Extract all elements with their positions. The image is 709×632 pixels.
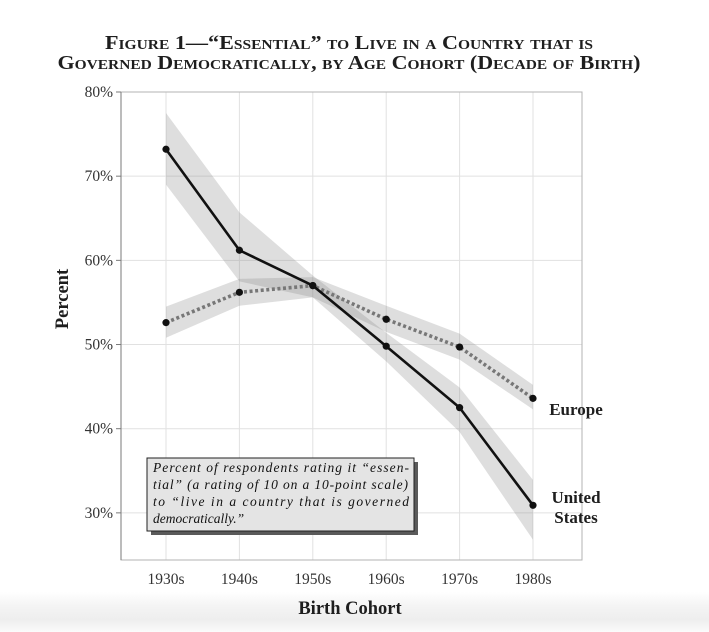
annotation-box: Percent of respondents rating it “essen-… (146, 457, 418, 535)
united-states-line (164, 148, 535, 507)
annotation-line-2: tial” (a rating of 10 on a 10-point scal… (153, 477, 409, 492)
europe-confidence-band (166, 277, 533, 410)
y-axis-tick-labels: 80% 70% 60% 50% 40% 30% (85, 84, 114, 522)
x-tick-label-1960s: 1960s (368, 571, 405, 588)
united-states-point-1980s (529, 501, 537, 509)
annotation-line-3: to “live in a country that is governed (153, 494, 409, 509)
x-tick-label-1980s: 1980s (514, 571, 551, 588)
annotation-line-4: democratically.” (153, 511, 244, 526)
y-tick-label-80: 80% (85, 84, 114, 101)
x-axis-label: Birth Cohort (298, 599, 402, 619)
y-tick-label-40: 40% (85, 421, 114, 438)
europe-line (165, 283, 535, 400)
europe-point-1960s (382, 315, 390, 323)
united-states-point-1930s (162, 145, 170, 153)
series-label-united-states: United States (551, 488, 601, 527)
united-states-point-1970s (456, 404, 464, 412)
y-axis-label: Percent (53, 268, 73, 329)
annotation-box-frame (146, 457, 415, 532)
bottom-shading (0, 592, 709, 632)
y-tick-label-50: 50% (85, 337, 114, 354)
annotation-line-1: Percent of respondents rating it “essen- (152, 460, 410, 475)
data-points (162, 145, 537, 509)
plot-frame (116, 91, 583, 561)
united-states-point-1940s (235, 246, 243, 254)
x-tick-label-1970s: 1970s (441, 571, 478, 588)
europe-point-1980s (529, 394, 537, 402)
united-states-confidence-band (166, 113, 533, 540)
europe-point-1940s (235, 288, 243, 296)
europe-point-1970s (456, 343, 464, 351)
chart-title-line-1: Figure 1—“Essential” to Live in a Countr… (105, 32, 593, 54)
confidence-bands (166, 113, 533, 540)
united-states-point-1960s (382, 342, 390, 350)
series-lines (164, 148, 535, 507)
x-tick-label-1930s: 1930s (147, 571, 184, 588)
x-tick-label-1940s: 1940s (221, 571, 258, 588)
chart-title-line-2: Governed Democratically, by Age Cohort (… (58, 52, 641, 74)
series-label-europe: Europe (549, 400, 603, 419)
y-tick-label-30: 30% (85, 505, 114, 522)
europe-point-1930s (162, 319, 170, 327)
y-tick-label-60: 60% (85, 252, 114, 269)
x-tick-label-1950s: 1950s (294, 571, 331, 588)
europe-point-1950s (309, 282, 317, 290)
x-axis-tick-labels: 1930s 1940s 1950s 1960s 1970s 1980s (147, 571, 551, 588)
y-tick-label-70: 70% (85, 168, 114, 185)
